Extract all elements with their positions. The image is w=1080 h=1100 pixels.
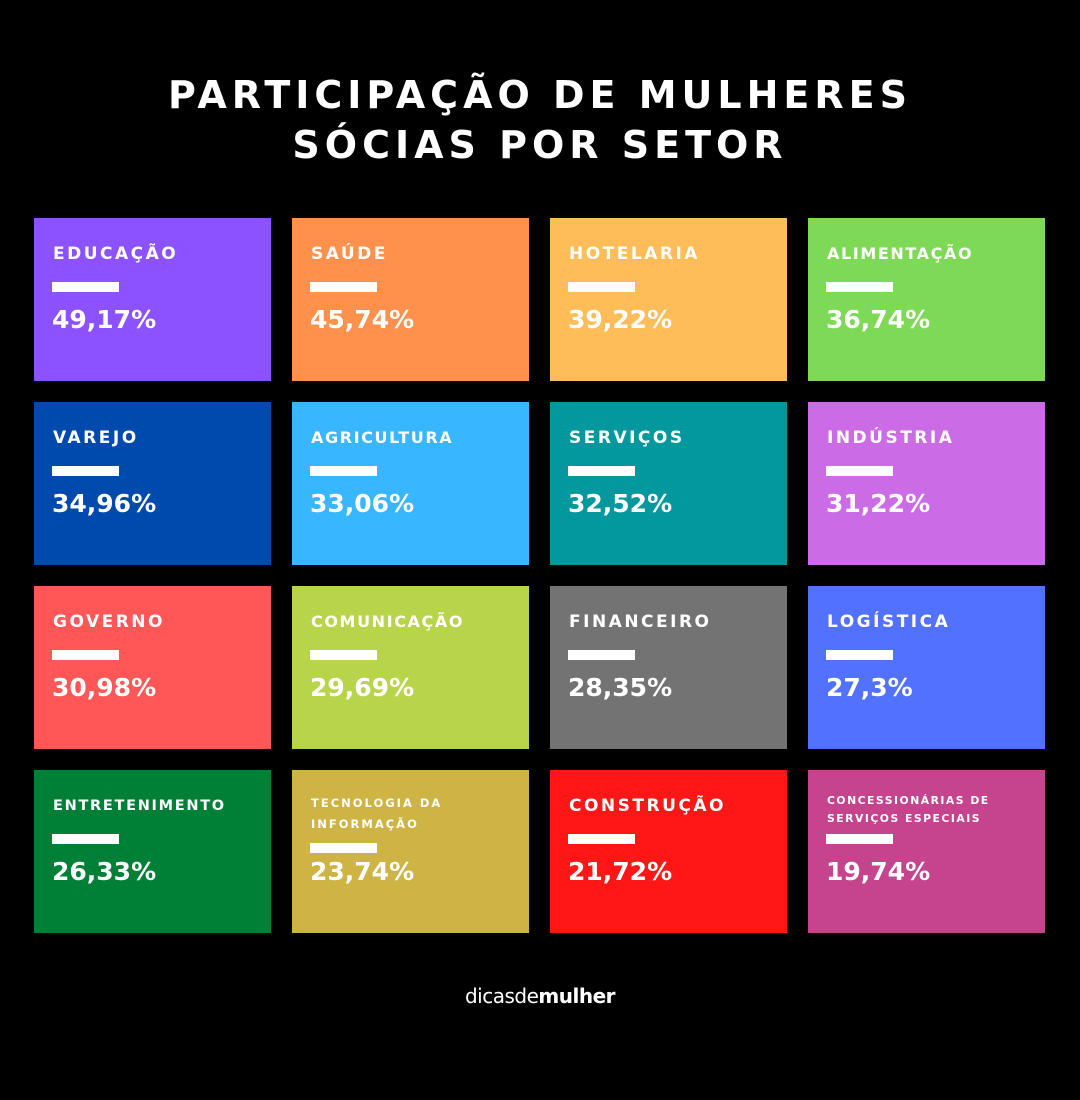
dicas-de-mulher-logo: dicasdemulher: [0, 983, 1080, 1009]
sector-label: COMUNICAÇÃO: [311, 612, 521, 632]
sector-divider: [826, 466, 893, 476]
sector-tile-entretenimento: ENTRETENIMENTO 26,33%: [34, 770, 271, 933]
sector-grid: EDUCAÇÃO 49,17% SAÚDE 45,74% HOTELARIA 3…: [34, 218, 1046, 933]
logo-text-de: de: [514, 984, 538, 1008]
sector-label: GOVERNO: [53, 612, 263, 632]
sector-label: FINANCEIRO: [569, 612, 779, 632]
sector-tile-logistica: LOGÍSTICA 27,3%: [808, 586, 1045, 749]
sector-divider: [826, 650, 893, 660]
sector-tile-tecnologia-da-informacao: TECNOLOGIA DA INFORMAÇÃO 23,74%: [292, 770, 529, 933]
sector-value: 29,69%: [310, 673, 414, 703]
logo-text-dicas: dicas: [465, 984, 514, 1008]
sector-value: 26,33%: [52, 857, 156, 887]
sector-value: 21,72%: [568, 857, 672, 887]
sector-divider: [310, 466, 377, 476]
sector-label: ENTRETENIMENTO: [53, 796, 263, 816]
sector-tile-saude: SAÚDE 45,74%: [292, 218, 529, 381]
sector-tile-industria: INDÚSTRIA 31,22%: [808, 402, 1045, 565]
sector-tile-governo: GOVERNO 30,98%: [34, 586, 271, 749]
sector-value: 19,74%: [826, 857, 930, 887]
sector-label: HOTELARIA: [569, 244, 779, 264]
logo-text-mulher: mulher: [538, 984, 615, 1008]
sector-value: 28,35%: [568, 673, 672, 703]
page-title: PARTICIPAÇÃO DE MULHERES SÓCIAS POR SETO…: [0, 70, 1080, 170]
sector-divider: [52, 834, 119, 844]
sector-value: 34,96%: [52, 489, 156, 519]
sector-label: LOGÍSTICA: [827, 612, 1037, 632]
sector-tile-concessionarias-de-servicos-especiais: CONCESSIONÁRIAS DE SERVIÇOS ESPECIAIS 19…: [808, 770, 1045, 933]
sector-value: 39,22%: [568, 305, 672, 335]
sector-label: TECNOLOGIA DA INFORMAÇÃO: [311, 793, 521, 835]
sector-divider: [568, 466, 635, 476]
sector-label: ALIMENTAÇÃO: [827, 244, 1037, 264]
sector-value: 31,22%: [826, 489, 930, 519]
sector-divider: [826, 282, 893, 292]
sector-label: EDUCAÇÃO: [53, 244, 263, 264]
sector-tile-agricultura: AGRICULTURA 33,06%: [292, 402, 529, 565]
sector-divider: [52, 282, 119, 292]
sector-tile-financeiro: FINANCEIRO 28,35%: [550, 586, 787, 749]
sector-value: 36,74%: [826, 305, 930, 335]
sector-tile-educacao: EDUCAÇÃO 49,17%: [34, 218, 271, 381]
sector-divider: [568, 282, 635, 292]
sector-label: INDÚSTRIA: [827, 428, 1037, 448]
sector-tile-hotelaria: HOTELARIA 39,22%: [550, 218, 787, 381]
sector-value: 30,98%: [52, 673, 156, 703]
page-title-line-1: PARTICIPAÇÃO DE MULHERES: [0, 70, 1080, 120]
sector-tile-varejo: VAREJO 34,96%: [34, 402, 271, 565]
sector-tile-comunicacao: COMUNICAÇÃO 29,69%: [292, 586, 529, 749]
sector-value: 27,3%: [826, 673, 913, 703]
sector-label: SAÚDE: [311, 244, 521, 264]
sector-divider: [52, 650, 119, 660]
sector-value: 45,74%: [310, 305, 414, 335]
sector-divider: [568, 650, 635, 660]
sector-divider: [310, 843, 377, 853]
sector-label: VAREJO: [53, 428, 263, 448]
sector-label: SERVIÇOS: [569, 428, 779, 448]
sector-tile-servicos: SERVIÇOS 32,52%: [550, 402, 787, 565]
page-title-line-2: SÓCIAS POR SETOR: [0, 120, 1080, 170]
sector-value: 49,17%: [52, 305, 156, 335]
sector-divider: [826, 834, 893, 844]
sector-divider: [310, 650, 377, 660]
sector-divider: [310, 282, 377, 292]
sector-value: 32,52%: [568, 489, 672, 519]
sector-label: AGRICULTURA: [311, 428, 521, 448]
sector-label: CONCESSIONÁRIAS DE SERVIÇOS ESPECIAIS: [827, 792, 1037, 828]
sector-divider: [52, 466, 119, 476]
sector-value: 23,74%: [310, 857, 414, 887]
sector-value: 33,06%: [310, 489, 414, 519]
sector-tile-construcao: CONSTRUÇÃO 21,72%: [550, 770, 787, 933]
sector-tile-alimentacao: ALIMENTAÇÃO 36,74%: [808, 218, 1045, 381]
sector-divider: [568, 834, 635, 844]
sector-label: CONSTRUÇÃO: [569, 796, 779, 816]
